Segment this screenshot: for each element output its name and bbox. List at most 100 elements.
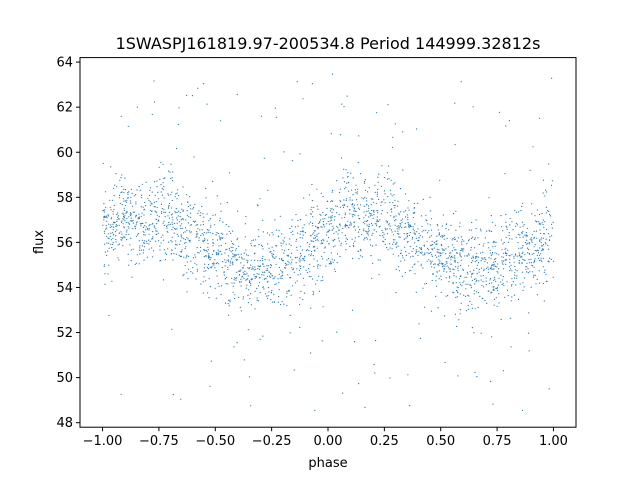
data-point [207, 239, 209, 241]
data-point [107, 214, 109, 216]
data-point [128, 227, 130, 229]
data-point [384, 193, 386, 195]
data-point [398, 214, 400, 216]
data-point [512, 281, 514, 283]
data-point [363, 239, 365, 241]
data-point [281, 271, 283, 273]
data-point [354, 207, 356, 209]
data-point [522, 230, 524, 232]
data-point [248, 281, 251, 284]
data-point [506, 226, 508, 228]
data-point [130, 217, 132, 219]
data-point [453, 236, 455, 238]
data-point [149, 240, 151, 242]
data-point [354, 214, 356, 216]
data-point [253, 269, 255, 271]
data-point [156, 206, 158, 209]
data-point [383, 241, 385, 243]
data-point [288, 262, 290, 264]
data-point [118, 224, 120, 226]
data-point [254, 252, 256, 254]
data-point [258, 285, 260, 287]
data-point [104, 273, 106, 275]
data-point [438, 265, 440, 267]
data-point [280, 245, 282, 247]
data-point [415, 128, 418, 130]
data-point [349, 221, 351, 223]
data-point [519, 254, 521, 256]
data-point [474, 308, 476, 310]
data-point [116, 219, 118, 221]
data-point [542, 257, 544, 259]
data-point [169, 171, 171, 173]
data-point [301, 230, 303, 233]
data-point [500, 318, 502, 321]
data-point [398, 212, 400, 214]
data-point [428, 252, 430, 254]
data-point [511, 270, 513, 272]
data-point [395, 246, 397, 248]
data-point [177, 123, 179, 126]
data-point [302, 98, 304, 100]
data-point [539, 240, 541, 242]
data-point [185, 246, 187, 248]
data-point [226, 201, 228, 204]
data-point [440, 253, 442, 255]
data-point [115, 173, 117, 175]
data-point [420, 249, 422, 251]
data-point [172, 226, 174, 228]
data-point [500, 215, 502, 217]
data-point [493, 265, 495, 267]
data-point [181, 251, 183, 253]
data-point [386, 178, 389, 180]
data-point [289, 238, 291, 240]
data-point [322, 196, 324, 198]
data-point [209, 256, 211, 258]
data-point [112, 223, 114, 225]
data-point [351, 309, 354, 311]
data-point [465, 288, 467, 290]
data-point [176, 192, 178, 194]
data-point [492, 286, 494, 288]
data-point [247, 255, 249, 257]
data-point [274, 283, 276, 285]
data-point [344, 216, 346, 218]
data-point [414, 242, 416, 244]
data-point [211, 265, 213, 267]
data-point [394, 123, 396, 125]
data-point [176, 147, 178, 150]
data-point [162, 234, 164, 236]
data-point [209, 232, 211, 234]
data-point [227, 266, 229, 268]
data-point [345, 223, 347, 225]
data-point [151, 113, 153, 115]
data-point [385, 229, 387, 231]
data-point [357, 226, 359, 228]
data-point [166, 225, 168, 228]
data-point [526, 266, 528, 268]
data-point [340, 201, 342, 203]
data-point [399, 236, 401, 238]
data-point [189, 240, 191, 242]
data-point [493, 298, 496, 300]
data-point [457, 291, 459, 293]
data-point [475, 291, 478, 293]
data-point [409, 405, 411, 407]
data-point [345, 199, 347, 202]
data-point [391, 211, 393, 213]
data-point [536, 249, 539, 251]
data-point [534, 258, 536, 260]
data-point [508, 232, 510, 234]
data-point [401, 275, 403, 277]
data-point [320, 226, 322, 228]
data-point [299, 219, 301, 221]
data-point [260, 115, 262, 117]
data-point [445, 277, 447, 279]
data-point [297, 274, 299, 276]
data-point [503, 268, 505, 270]
data-point [275, 116, 277, 118]
data-point [325, 214, 327, 216]
data-point [291, 219, 293, 221]
data-point [275, 229, 278, 231]
data-point [398, 266, 400, 268]
